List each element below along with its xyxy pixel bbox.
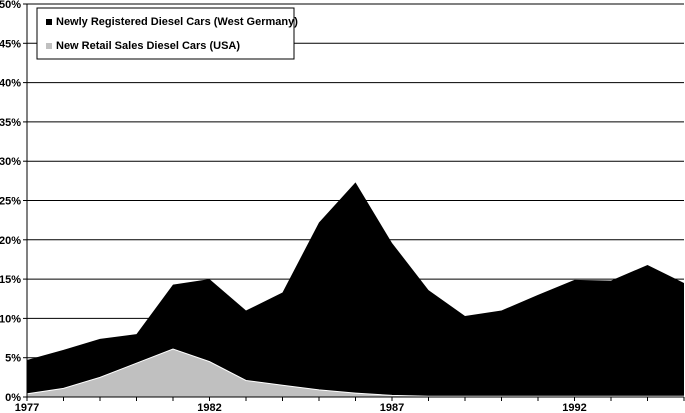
y-tick-label: 15% bbox=[0, 274, 21, 286]
y-tick-label: 10% bbox=[0, 313, 21, 325]
y-tick-label: 5% bbox=[5, 353, 21, 365]
legend-swatch-germany bbox=[46, 19, 52, 25]
legend-box bbox=[36, 7, 295, 60]
area-series-0 bbox=[27, 182, 684, 397]
x-tick-label: 1977 bbox=[15, 402, 39, 413]
area-series-1 bbox=[26, 348, 685, 398]
legend-label-germany: Newly Registered Diesel Cars (West Germa… bbox=[56, 16, 298, 28]
y-tick-label: 20% bbox=[0, 235, 21, 247]
x-tick-label: 1992 bbox=[562, 402, 586, 413]
area-series bbox=[26, 182, 685, 398]
y-tick-label: 50% bbox=[0, 0, 21, 11]
y-axis-ticks: 0% 5% 10% 15% 20% 25% 30% 35% 40% 45% 50% bbox=[0, 0, 27, 404]
y-tick-label: 0% bbox=[5, 392, 21, 404]
x-tick-label: 1987 bbox=[380, 402, 404, 413]
x-axis-ticks: 1977 1982 1987 1992 bbox=[15, 397, 685, 413]
y-tick-label: 35% bbox=[0, 117, 21, 129]
y-tick-label: 40% bbox=[0, 78, 21, 90]
legend-swatch-usa bbox=[46, 43, 52, 49]
y-tick-label: 30% bbox=[0, 156, 21, 168]
legend-label-usa: New Retail Sales Diesel Cars (USA) bbox=[56, 40, 240, 52]
y-tick-label: 45% bbox=[0, 38, 21, 50]
y-tick-label: 25% bbox=[0, 196, 21, 208]
legend: Newly Registered Diesel Cars (West Germa… bbox=[36, 7, 298, 60]
x-tick-label: 1982 bbox=[197, 402, 221, 413]
